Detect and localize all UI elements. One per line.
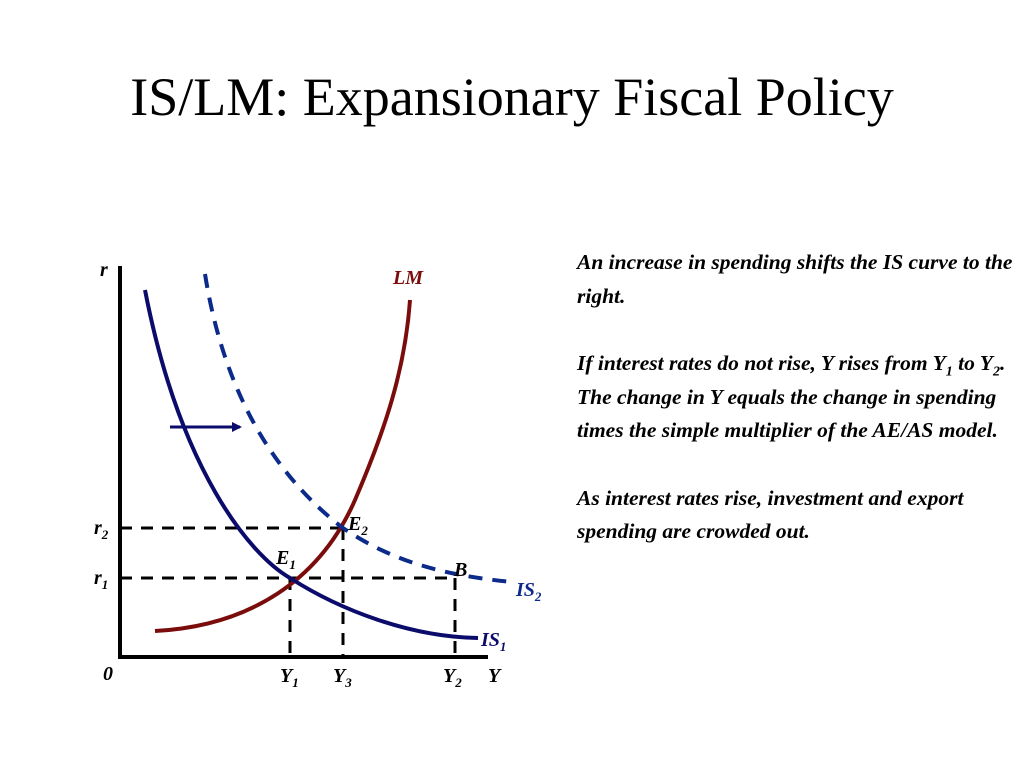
r1-label: r1 xyxy=(94,567,108,592)
note-multiplier: If interest rates do not rise, Y rises f… xyxy=(577,351,1006,442)
note-shift: An increase in spending shifts the IS cu… xyxy=(577,250,1013,308)
is2-curve xyxy=(203,273,513,584)
note-crowding-out: As interest rates rise, investment and e… xyxy=(577,485,964,544)
b-label: B xyxy=(453,559,467,581)
lm-curve xyxy=(154,299,412,633)
e1-label: E1 xyxy=(275,547,296,572)
y1-label: Y1 xyxy=(280,665,299,690)
slide-title: IS/LM: Expansionary Fiscal Policy xyxy=(130,67,894,127)
y-axis-label: r xyxy=(100,259,108,281)
is1-label: IS1 xyxy=(480,629,506,654)
e2-label: E2 xyxy=(347,513,368,538)
explanation-text: An increase in spending shifts the IS cu… xyxy=(577,246,1017,583)
y3-label: Y3 xyxy=(333,665,352,690)
r2-label: r2 xyxy=(94,517,109,542)
x-axis-label: Y xyxy=(488,665,502,687)
y2-label: Y2 xyxy=(443,665,462,690)
lm-label: LM xyxy=(392,267,424,289)
origin-label: 0 xyxy=(103,663,113,685)
is2-label: IS2 xyxy=(515,579,542,604)
is1-curve xyxy=(143,289,479,640)
